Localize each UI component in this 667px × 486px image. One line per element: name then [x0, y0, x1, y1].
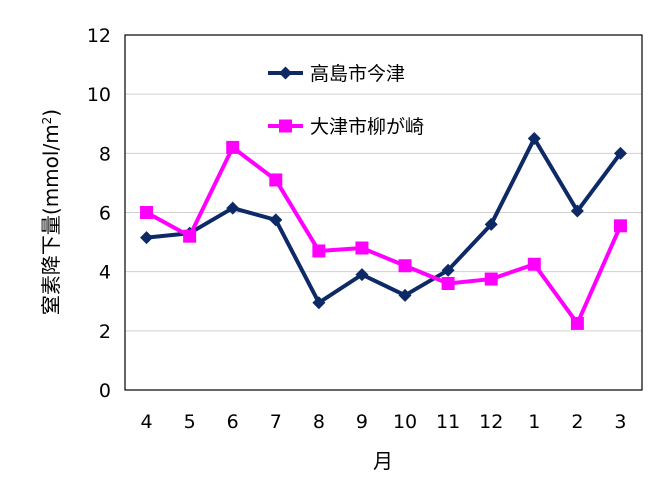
y-tick-label: 10 — [87, 84, 111, 106]
y-tick-label: 2 — [99, 321, 111, 343]
x-tick-label: 6 — [227, 411, 239, 433]
y-tick-label: 4 — [99, 262, 111, 284]
x-tick-label: 2 — [571, 411, 583, 433]
legend-label: 高島市今津 — [310, 63, 405, 85]
y-tick-label: 6 — [99, 203, 111, 225]
x-tick-label: 4 — [140, 411, 152, 433]
y-tick-label: 12 — [87, 25, 111, 47]
x-tick-label: 3 — [614, 411, 626, 433]
data-point — [527, 132, 541, 146]
series-group — [140, 132, 627, 310]
series-group — [140, 140, 627, 330]
y-axis-title-tail: ) — [39, 109, 63, 117]
data-point — [441, 277, 455, 290]
legend-marker — [279, 66, 292, 80]
data-point — [441, 263, 455, 277]
data-point — [355, 241, 369, 255]
y-tick-label: 8 — [99, 143, 111, 165]
data-point — [312, 296, 326, 310]
x-tick-label: 12 — [479, 411, 503, 433]
data-point — [140, 231, 154, 245]
data-point — [613, 146, 627, 160]
x-tick-label: 11 — [436, 411, 460, 433]
data-point — [269, 213, 283, 227]
x-tick-label: 7 — [270, 411, 282, 433]
grid — [125, 93, 642, 332]
data-point — [226, 201, 240, 215]
y-axis-title-sup: 2 — [40, 117, 54, 125]
data-point — [312, 244, 326, 258]
data-point — [398, 259, 412, 273]
x-tick-label: 10 — [393, 411, 417, 433]
data-point — [226, 140, 240, 154]
data-point — [269, 173, 283, 187]
data-point — [613, 219, 627, 233]
data-point — [140, 206, 154, 219]
data-point — [484, 272, 498, 286]
data-point — [355, 268, 369, 282]
plot-frame — [124, 34, 643, 391]
y-axis-title-main: 窒素降下量(mmol/m — [39, 124, 63, 315]
data-point — [570, 204, 584, 218]
x-axis-title: 月 — [373, 449, 393, 473]
legend-label: 大津市柳が崎 — [310, 116, 424, 138]
data-point — [484, 217, 498, 231]
x-tick-label: 9 — [356, 411, 368, 433]
x-tick-label: 5 — [184, 411, 196, 433]
series-line — [146, 136, 623, 305]
data-point — [398, 288, 412, 302]
x-tick-label: 1 — [528, 411, 540, 433]
series-line — [145, 145, 623, 326]
data-point — [527, 257, 541, 271]
y-axis-ticks: 0 2 4 6 8 10 12 — [87, 25, 111, 402]
data-point — [570, 316, 584, 330]
y-axis-title: 窒素降下量(mmol/m2) — [39, 109, 63, 315]
y-tick-label: 0 — [99, 380, 111, 402]
legend-marker — [279, 119, 292, 133]
data-point — [183, 229, 197, 243]
x-axis-ticks: 4 5 6 7 8 9 10 11 12 1 2 3 — [140, 411, 626, 433]
x-tick-label: 8 — [313, 411, 325, 433]
series — [140, 132, 627, 330]
